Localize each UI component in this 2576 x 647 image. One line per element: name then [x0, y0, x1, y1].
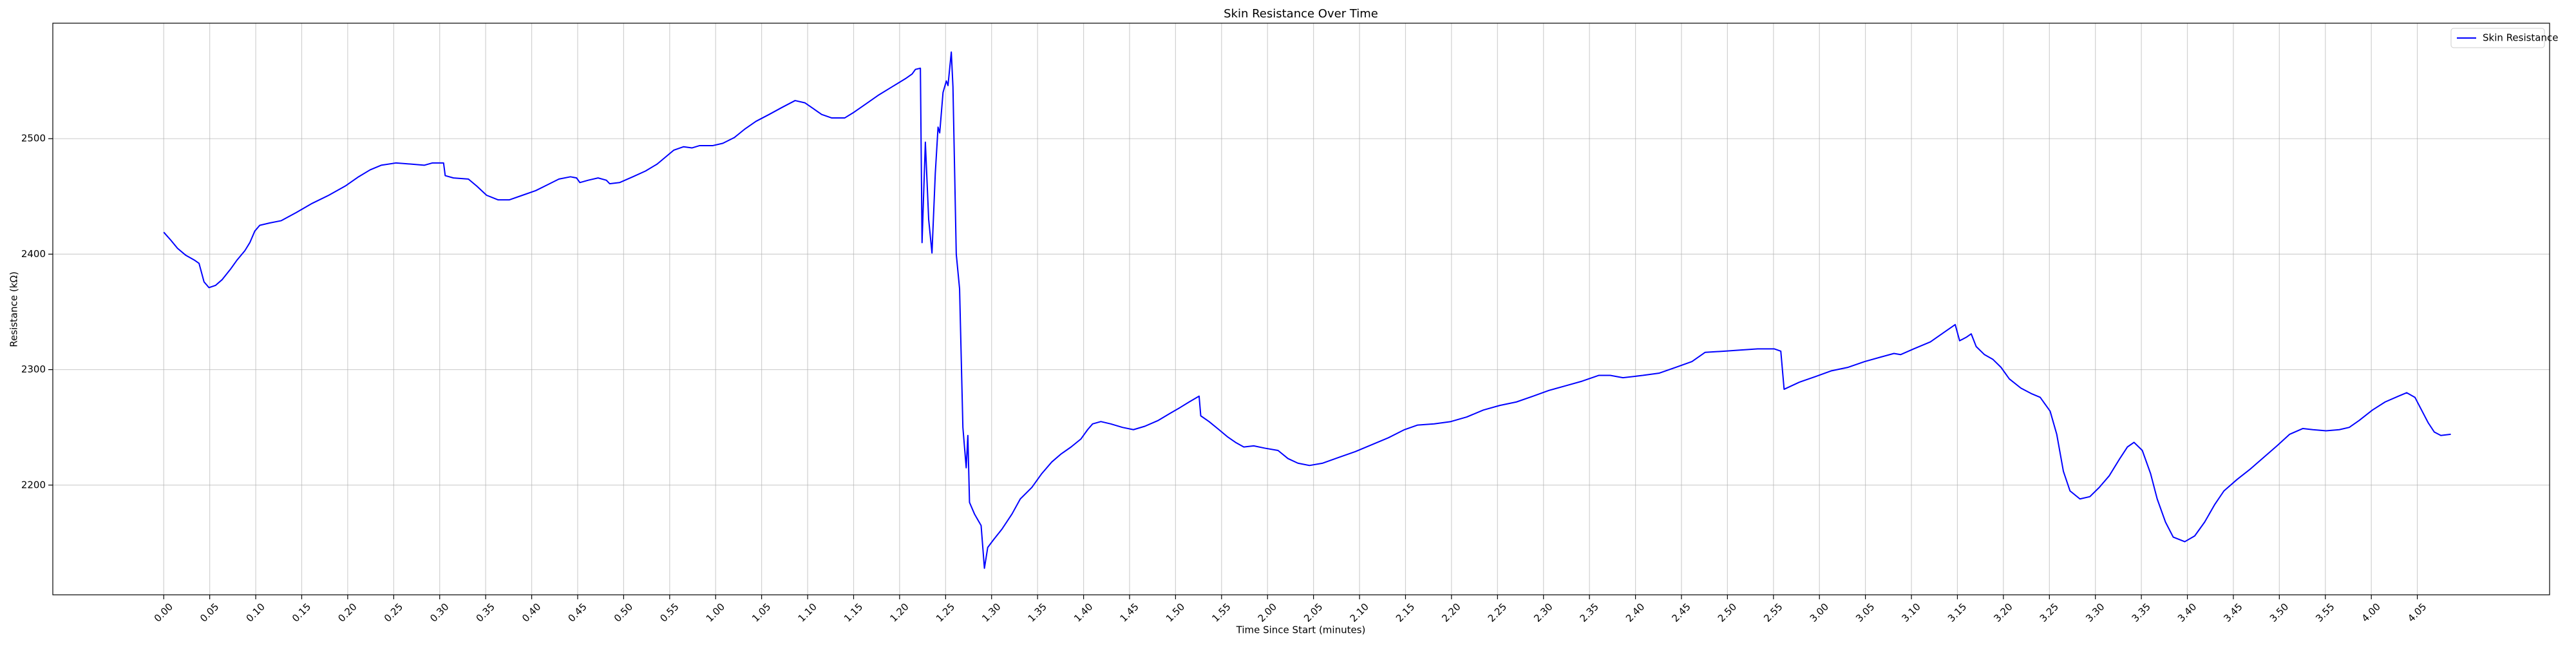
legend: Skin Resistance: [2450, 28, 2558, 48]
y-axis-label: Resistance (kΩ): [8, 271, 20, 347]
y-tick-label: 2300: [21, 363, 46, 375]
legend-box: [2450, 28, 2545, 48]
data-line: [163, 51, 2451, 569]
y-tick-label: 2400: [21, 248, 46, 260]
y-tick-label: 2200: [21, 479, 46, 490]
chart-title: Skin Resistance Over Time: [1224, 7, 1378, 21]
legend-label: Skin Resistance: [2483, 32, 2558, 44]
y-tick-label: 2500: [21, 133, 46, 144]
plot-frame: [52, 23, 2550, 595]
x-axis-label: Time Since Start (minutes): [1236, 624, 1366, 636]
